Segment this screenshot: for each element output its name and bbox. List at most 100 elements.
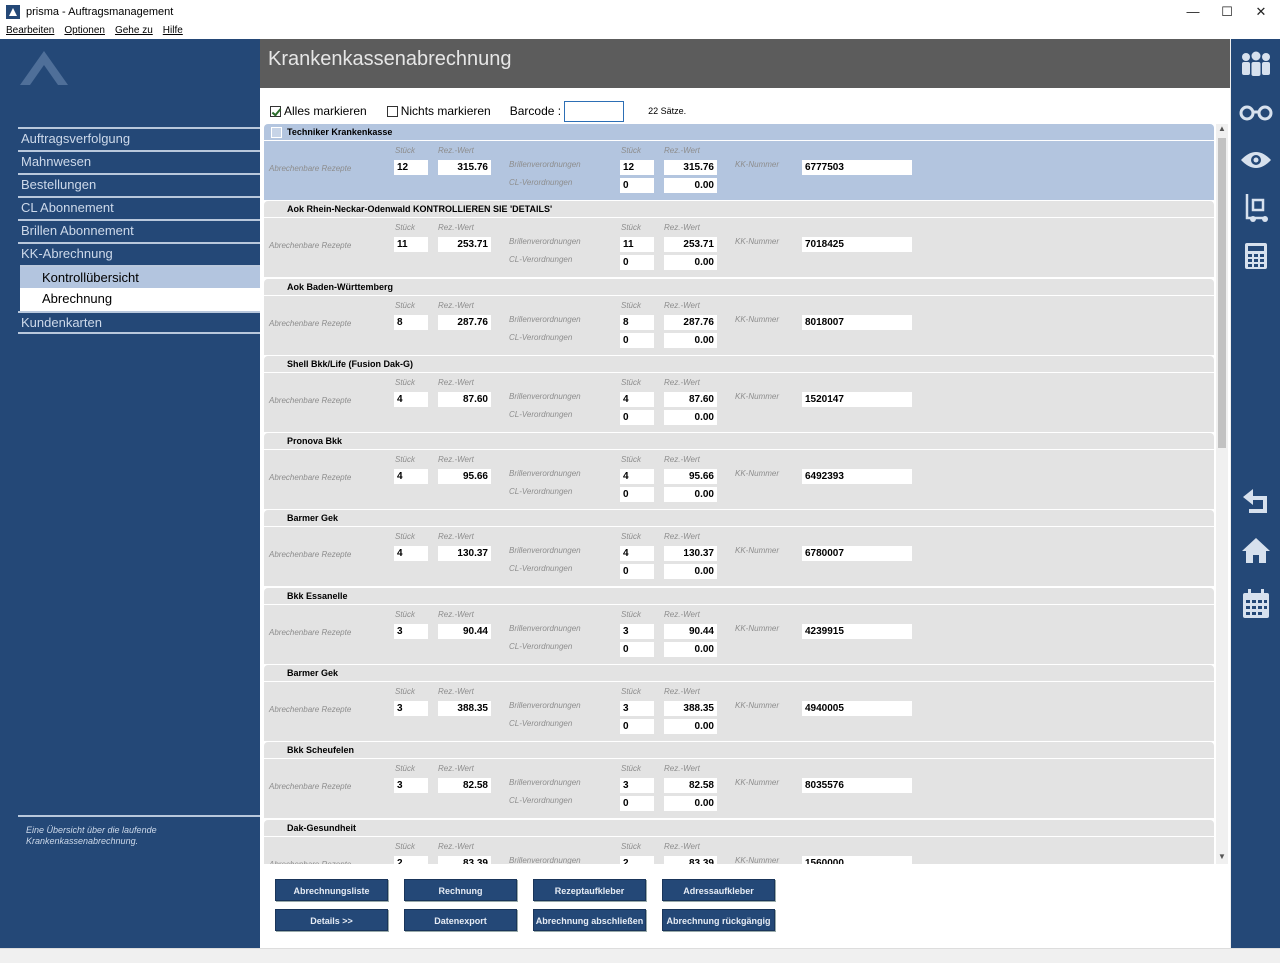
- brillen-wert-field[interactable]: 95.66: [664, 469, 717, 485]
- cl-wert-field[interactable]: 0.00: [664, 255, 717, 271]
- brillen-wert-field[interactable]: 90.44: [664, 623, 717, 639]
- glasses-icon[interactable]: [1238, 96, 1274, 130]
- sidebar-item-kundenkarten[interactable]: Kundenkarten: [18, 311, 260, 334]
- group-header[interactable]: Dak-Gesundheit: [264, 819, 1214, 836]
- cl-stueck-field[interactable]: 0: [620, 255, 654, 271]
- abrechnung-rueckgaengig-button[interactable]: Abrechnung rückgängig: [662, 909, 775, 931]
- cl-wert-field[interactable]: 0.00: [664, 564, 717, 580]
- cl-wert-field[interactable]: 0.00: [664, 796, 717, 812]
- rezwert-field[interactable]: 388.35: [438, 701, 491, 717]
- mark-all-checkbox[interactable]: [270, 105, 281, 117]
- group-header[interactable]: Techniker Krankenkasse: [264, 124, 1214, 140]
- stueck-field[interactable]: 4: [394, 391, 428, 407]
- rezwert-field[interactable]: 315.76: [438, 160, 491, 175]
- scroll-up-icon[interactable]: ▲: [1218, 124, 1226, 133]
- brillen-stueck-field[interactable]: 4: [620, 546, 654, 562]
- kk-number-field[interactable]: 1520147: [802, 391, 912, 407]
- brillen-wert-field[interactable]: 130.37: [664, 546, 717, 562]
- close-button[interactable]: ✕: [1255, 4, 1267, 19]
- group-header[interactable]: Shell Bkk/Life (Fusion Dak-G): [264, 355, 1214, 372]
- stueck-field[interactable]: 4: [394, 469, 428, 485]
- sidebar-item-kk-abrechnung[interactable]: KK-Abrechnung: [18, 242, 260, 265]
- adressaufkleber-button[interactable]: Adressaufkleber: [662, 879, 775, 901]
- group-header[interactable]: Barmer Gek: [264, 510, 1214, 527]
- cl-stueck-field[interactable]: 0: [620, 487, 654, 503]
- rezeptaufkleber-button[interactable]: Rezeptaufkleber: [533, 879, 646, 901]
- brillen-wert-field[interactable]: 287.76: [664, 314, 717, 330]
- brillen-stueck-field[interactable]: 3: [620, 623, 654, 639]
- cl-stueck-field[interactable]: 0: [620, 564, 654, 580]
- kk-number-field[interactable]: 8035576: [802, 778, 912, 794]
- abrechnungsliste-button[interactable]: Abrechnungsliste: [275, 879, 388, 901]
- kk-number-field[interactable]: 4940005: [802, 701, 912, 717]
- menu-optionen[interactable]: Optionen: [64, 25, 105, 36]
- kk-number-field[interactable]: 6777503: [802, 160, 912, 175]
- scrollbar-thumb[interactable]: [1218, 138, 1226, 448]
- brillen-stueck-field[interactable]: 3: [620, 701, 654, 717]
- cl-wert-field[interactable]: 0.00: [664, 409, 717, 425]
- brillen-stueck-field[interactable]: 8: [620, 314, 654, 330]
- eye-icon[interactable]: [1238, 143, 1274, 177]
- rezwert-field[interactable]: 130.37: [438, 546, 491, 562]
- insurance-group[interactable]: Shell Bkk/Life (Fusion Dak-G) Abrechenbar…: [264, 355, 1214, 433]
- sidebar-item-brillen-abonnement[interactable]: Brillen Abonnement: [18, 219, 260, 242]
- menu-bearbeiten[interactable]: Bearbeiten: [6, 25, 55, 36]
- stueck-field[interactable]: 11: [394, 237, 428, 253]
- rechnung-button[interactable]: Rechnung: [404, 879, 517, 901]
- rezwert-field[interactable]: 90.44: [438, 623, 491, 639]
- cl-wert-field[interactable]: 0.00: [664, 487, 717, 503]
- rezwert-field[interactable]: 83.39: [438, 855, 491, 864]
- insurance-group[interactable]: Barmer Gek Abrechenbare Rezepte Stück Rez.-…: [264, 665, 1214, 742]
- cl-wert-field[interactable]: 0.00: [664, 719, 717, 735]
- brillen-stueck-field[interactable]: 12: [620, 160, 654, 175]
- sidebar-item-cl-abonnement[interactable]: CL Abonnement: [18, 196, 260, 219]
- group-header[interactable]: Bkk Essanelle: [264, 587, 1214, 604]
- rezwert-field[interactable]: 82.58: [438, 778, 491, 794]
- sidebar-subitem-kontrolluebersicht[interactable]: Kontrollübersicht: [20, 265, 260, 288]
- stueck-field[interactable]: 3: [394, 701, 428, 717]
- brillen-stueck-field[interactable]: 3: [620, 778, 654, 794]
- insurance-group[interactable]: Techniker Krankenkasse Abrechenbare Rezep…: [264, 124, 1214, 201]
- brillen-wert-field[interactable]: 82.58: [664, 778, 717, 794]
- back-icon[interactable]: [1238, 484, 1274, 518]
- brillen-stueck-field[interactable]: 4: [620, 391, 654, 407]
- group-checkbox[interactable]: [271, 127, 282, 138]
- menu-hilfe[interactable]: Hilfe: [162, 25, 183, 36]
- stueck-field[interactable]: 12: [394, 160, 428, 175]
- stueck-field[interactable]: 4: [394, 546, 428, 562]
- cl-stueck-field[interactable]: 0: [620, 178, 654, 193]
- insurance-group[interactable]: Dak-Gesundheit Abrechenbare Rezepte Stück R…: [264, 819, 1214, 864]
- stueck-field[interactable]: 3: [394, 623, 428, 639]
- stueck-field[interactable]: 8: [394, 314, 428, 330]
- kk-number-field[interactable]: 7018425: [802, 237, 912, 253]
- minimize-button[interactable]: —: [1186, 4, 1200, 19]
- brillen-stueck-field[interactable]: 4: [620, 469, 654, 485]
- brillen-wert-field[interactable]: 253.71: [664, 237, 717, 253]
- insurance-group[interactable]: Bkk Essanelle Abrechenbare Rezepte Stück Re…: [264, 587, 1214, 665]
- rezwert-field[interactable]: 87.60: [438, 391, 491, 407]
- cl-stueck-field[interactable]: 0: [620, 332, 654, 348]
- maximize-button[interactable]: ☐: [1221, 4, 1233, 19]
- insurance-group[interactable]: Aok Baden-Württemberg Abrechenbare Rezept…: [264, 278, 1214, 356]
- insurance-group[interactable]: Bkk Scheufelen Abrechenbare Rezepte Stück R…: [264, 742, 1214, 819]
- cl-stueck-field[interactable]: 0: [620, 641, 654, 657]
- insurance-group[interactable]: Aok Rhein-Neckar-Odenwald KONTROLLIEREN …: [264, 201, 1214, 278]
- mark-all-label[interactable]: Alles markieren: [284, 104, 367, 118]
- people-icon[interactable]: [1238, 47, 1274, 81]
- sidebar-subitem-abrechnung[interactable]: Abrechnung: [20, 288, 260, 311]
- home-icon[interactable]: [1238, 533, 1274, 567]
- scroll-down-icon[interactable]: ▼: [1218, 852, 1226, 861]
- group-header[interactable]: Aok Rhein-Neckar-Odenwald KONTROLLIEREN …: [264, 201, 1214, 218]
- cl-stueck-field[interactable]: 0: [620, 796, 654, 812]
- barcode-input[interactable]: [564, 100, 625, 122]
- brillen-stueck-field[interactable]: 11: [620, 237, 654, 253]
- brillen-wert-field[interactable]: 315.76: [664, 160, 717, 175]
- calculator-icon[interactable]: [1238, 239, 1274, 273]
- cl-stueck-field[interactable]: 0: [620, 719, 654, 735]
- brillen-stueck-field[interactable]: 2: [620, 855, 654, 864]
- brillen-wert-field[interactable]: 388.35: [664, 701, 717, 717]
- group-header[interactable]: Bkk Scheufelen: [264, 742, 1214, 759]
- group-header[interactable]: Barmer Gek: [264, 665, 1214, 682]
- kk-number-field[interactable]: 8018007: [802, 314, 912, 330]
- abrechnung-abschliessen-button[interactable]: Abrechnung abschließen: [533, 909, 646, 931]
